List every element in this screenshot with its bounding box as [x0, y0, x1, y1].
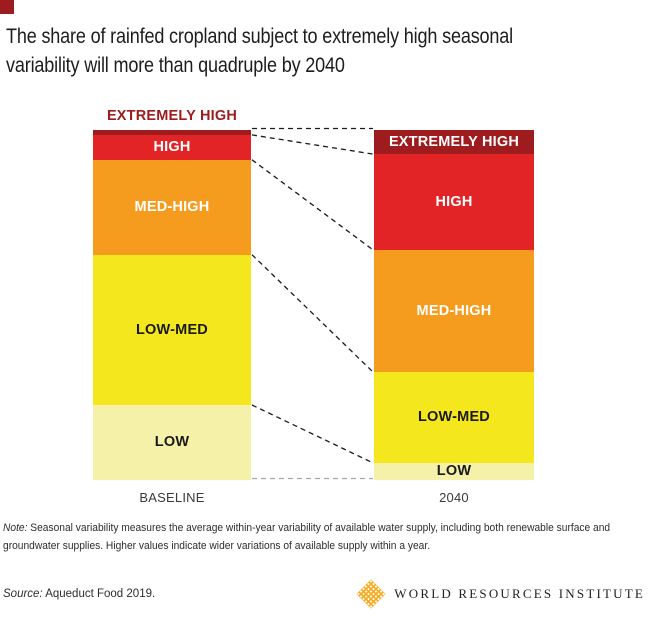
bar-segment-med-high: MED-HIGH: [374, 249, 534, 372]
note-line-1: Seasonal variability measures the averag…: [27, 522, 611, 534]
wri-logo-icon: [356, 579, 386, 609]
segment-label-extremely-high: EXTREMELY HIGH: [388, 134, 520, 151]
wri-logo-text: WORLD RESOURCES INSTITUTE: [394, 586, 645, 601]
segment-label-high: HIGH: [153, 139, 191, 156]
segment-label-low-med: LOW-MED: [418, 409, 490, 426]
footer: Source: Aqueduct Food 2019.: [3, 576, 645, 612]
title-line-2: variability will more than quadruple by …: [6, 54, 345, 77]
bar-segment-low: LOW: [374, 462, 534, 480]
chart-title: The share of rainfed cropland subject to…: [6, 22, 513, 80]
bar-segment-extremely-high: EXTREMELY HIGH: [374, 130, 534, 155]
source-label: Source:: [3, 588, 43, 600]
bar-segment-low-med: LOW-MED: [374, 371, 534, 463]
bar-segment-extremely-high: [93, 130, 251, 135]
segment-label-low: LOW: [154, 434, 190, 451]
note-label: Note:: [3, 522, 28, 534]
bar-segment-high: HIGH: [374, 154, 534, 250]
wri-brand-mark: [0, 0, 14, 14]
segment-label-low: LOW: [436, 463, 472, 480]
source-text: Source: Aqueduct Food 2019.: [3, 588, 155, 600]
segment-label-med-high: MED-HIGH: [134, 199, 210, 216]
source-value: Aqueduct Food 2019.: [42, 588, 156, 600]
axis-label-baseline: BASELINE: [139, 490, 205, 505]
bar-segment-low-med: LOW-MED: [93, 254, 251, 405]
axis-label-2040: 2040: [439, 490, 469, 505]
note-line-2: groundwater supplies. Higher values indi…: [3, 540, 431, 552]
bar-baseline: HIGH MED-HIGH LOW-MED LOW: [93, 130, 251, 480]
segment-label-outside-extremely-high: EXTREMELY HIGH: [106, 108, 238, 124]
bar-segment-high: HIGH: [93, 134, 251, 160]
segment-label-high: HIGH: [435, 194, 473, 211]
segment-label-med-high: MED-HIGH: [416, 302, 492, 319]
bar-2040: EXTREMELY HIGH HIGH MED-HIGH LOW-MED LOW: [374, 130, 534, 480]
wri-logo: WORLD RESOURCES INSTITUTE: [356, 579, 645, 609]
bar-segment-low: LOW: [93, 404, 251, 480]
note-text: Note: Seasonal variability measures the …: [3, 519, 648, 555]
bar-segment-med-high: MED-HIGH: [93, 159, 251, 255]
segment-label-low-med: LOW-MED: [136, 321, 208, 338]
title-line-1: The share of rainfed cropland subject to…: [6, 25, 514, 48]
